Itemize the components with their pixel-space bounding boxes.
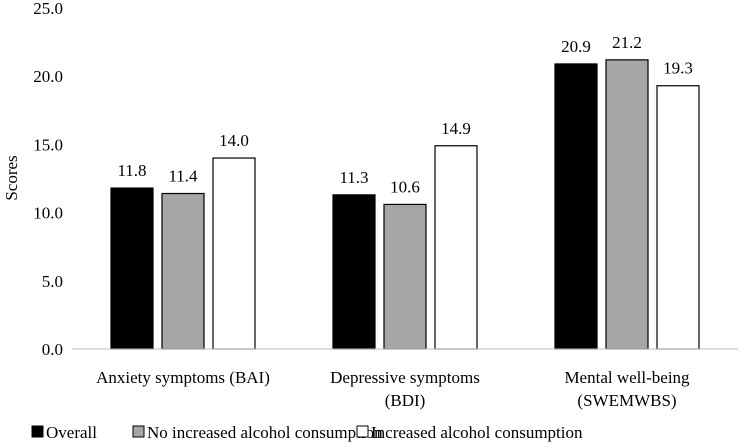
legend-swatch-2 [132,425,145,438]
legend-swatch-1 [31,425,44,438]
category-label: (BDI) [385,391,426,410]
data-label: 19.3 [663,59,693,78]
bar-1-1 [110,187,154,350]
legend-label-2: No increased alcohol consumption [147,423,383,442]
data-label: 20.9 [561,37,591,56]
data-label: 10.6 [390,177,420,196]
category-label: Mental well-being [564,368,690,387]
data-label: 14.9 [441,119,471,138]
category-label: (SWEMWBS) [577,391,676,410]
bars [110,59,700,350]
data-labels: 11.8 11.4 14.0 11.3 10.6 14.9 20.9 21.2 19.3 [117,33,692,197]
bar-1-3 [554,63,598,350]
y-tick-label: 15.0 [33,135,63,154]
category-labels: Anxiety symptoms (BAI) Depressive symptom… [96,368,690,410]
y-axis-label: Scores [2,155,21,200]
legend-swatch-3 [356,425,369,438]
legend: Overall No increased alcohol consumptionI… [31,423,583,442]
bar-3-1 [212,157,256,350]
y-tick-label: 0.0 [42,340,63,359]
y-tick-label: 25.0 [33,0,63,18]
y-axis: 0.0 5.0 10.0 15.0 20.0 25.0 [33,0,63,359]
y-tick-label: 5.0 [42,272,63,291]
bar-3-2 [434,145,478,350]
data-label: 21.2 [612,33,642,52]
bar-2-1 [161,192,205,350]
bar-1-2 [332,194,376,350]
y-tick-label: 10.0 [33,204,63,223]
data-label: 14.0 [219,131,249,150]
category-label: Anxiety symptoms (BAI) [96,368,270,387]
legend-label-3: Increased alcohol consumption [371,423,583,442]
y-tick-label: 20.0 [33,67,63,86]
data-label: 11.3 [339,168,368,187]
bar-2-2 [383,203,427,350]
category-label: Depressive symptoms [330,368,480,387]
data-label: 11.4 [168,167,198,186]
bar-2-3 [605,59,649,350]
legend-label-1: Overall [46,423,97,442]
data-label: 11.8 [117,161,146,180]
bar-3-3 [656,85,700,350]
